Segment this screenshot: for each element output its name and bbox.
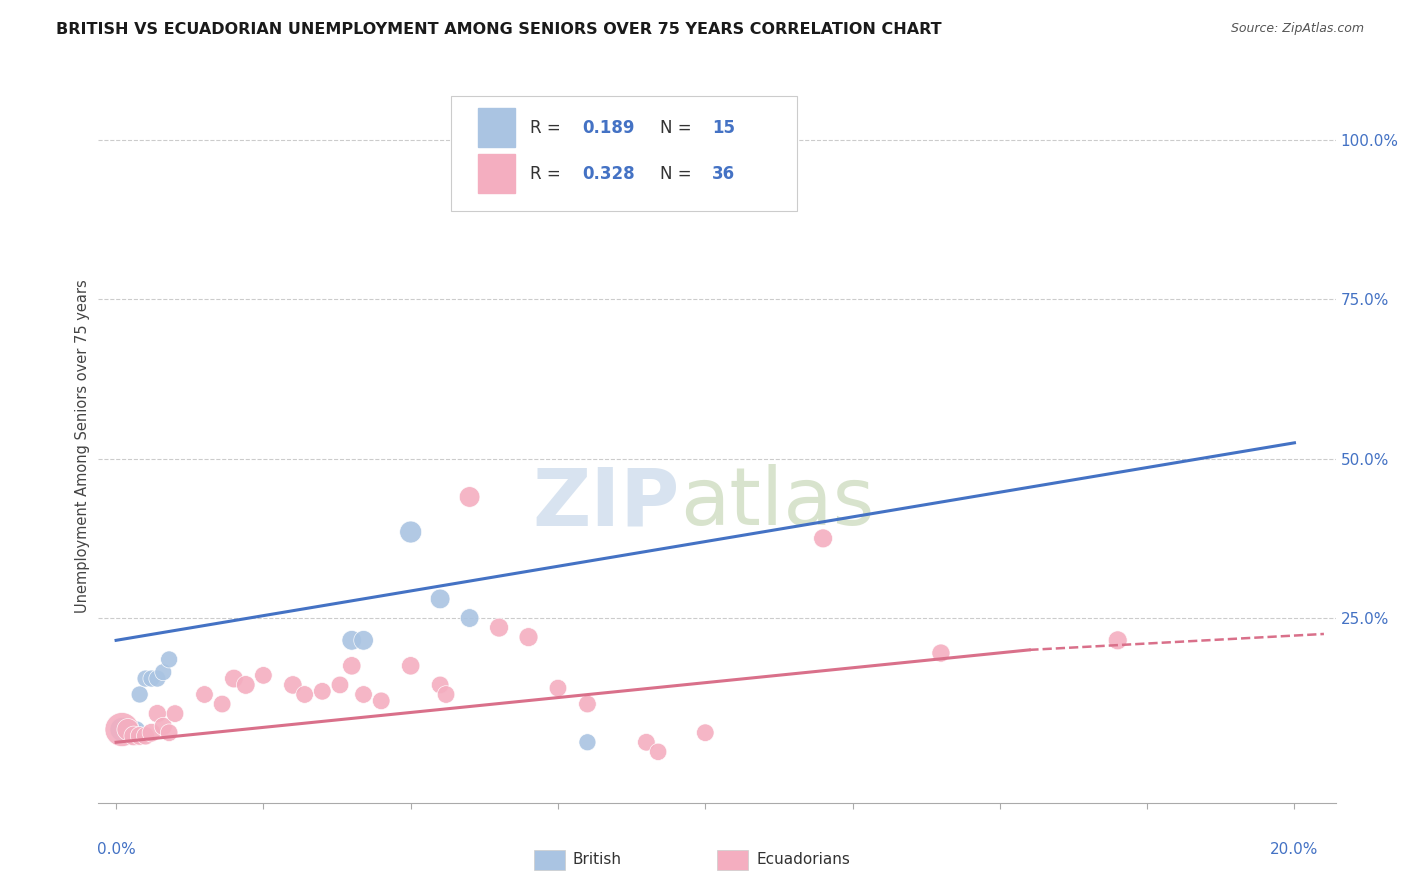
Text: atlas: atlas: [681, 464, 875, 542]
Text: 0.0%: 0.0%: [97, 842, 135, 857]
Point: [193, 688, 215, 702]
Point: [157, 652, 180, 666]
Point: [222, 672, 245, 686]
Point: [252, 668, 274, 682]
Text: ZIP: ZIP: [533, 464, 681, 542]
Point: [547, 681, 569, 695]
Point: [695, 725, 717, 739]
Point: [636, 735, 658, 749]
Point: [429, 591, 451, 606]
FancyBboxPatch shape: [478, 108, 516, 147]
Point: [811, 532, 834, 546]
Point: [111, 723, 134, 737]
Point: [141, 672, 163, 686]
Point: [117, 723, 139, 737]
Point: [488, 621, 510, 635]
Point: [122, 723, 145, 737]
Point: [399, 524, 422, 539]
Point: [458, 611, 481, 625]
Point: [128, 729, 150, 743]
Point: [429, 678, 451, 692]
Point: [294, 688, 316, 702]
Point: [152, 719, 174, 733]
Point: [370, 694, 392, 708]
Text: 15: 15: [711, 119, 735, 136]
Text: Ecuadorians: Ecuadorians: [756, 853, 851, 867]
Point: [135, 729, 157, 743]
Point: [125, 723, 148, 737]
Point: [163, 706, 186, 721]
Point: [122, 729, 145, 743]
Point: [146, 706, 169, 721]
Text: Source: ZipAtlas.com: Source: ZipAtlas.com: [1230, 22, 1364, 36]
Point: [211, 697, 233, 711]
Text: British: British: [572, 853, 621, 867]
Point: [458, 490, 481, 504]
Text: 36: 36: [711, 165, 735, 183]
Text: N =: N =: [661, 165, 697, 183]
Point: [517, 630, 540, 644]
FancyBboxPatch shape: [478, 154, 516, 194]
Point: [399, 658, 422, 673]
Point: [111, 723, 134, 737]
Point: [434, 688, 457, 702]
Point: [281, 678, 304, 692]
Point: [1107, 633, 1129, 648]
Point: [340, 633, 363, 648]
Point: [311, 684, 333, 698]
Text: BRITISH VS ECUADORIAN UNEMPLOYMENT AMONG SENIORS OVER 75 YEARS CORRELATION CHART: BRITISH VS ECUADORIAN UNEMPLOYMENT AMONG…: [56, 22, 942, 37]
Point: [647, 168, 669, 182]
Point: [576, 697, 599, 711]
Point: [235, 678, 257, 692]
Text: 0.328: 0.328: [582, 165, 636, 183]
Point: [636, 168, 658, 182]
Y-axis label: Unemployment Among Seniors over 75 years: Unemployment Among Seniors over 75 years: [75, 279, 90, 613]
Point: [329, 678, 352, 692]
Point: [353, 633, 375, 648]
Text: N =: N =: [661, 119, 697, 136]
Text: 20.0%: 20.0%: [1270, 842, 1319, 857]
Point: [152, 665, 174, 680]
Point: [135, 672, 157, 686]
Point: [340, 658, 363, 673]
Point: [141, 725, 163, 739]
Point: [353, 688, 375, 702]
Text: R =: R =: [530, 165, 567, 183]
FancyBboxPatch shape: [451, 96, 797, 211]
Point: [146, 672, 169, 686]
Point: [157, 725, 180, 739]
Point: [576, 735, 599, 749]
Text: R =: R =: [530, 119, 567, 136]
Point: [117, 723, 139, 737]
Point: [929, 646, 952, 660]
Point: [128, 688, 150, 702]
Point: [647, 745, 669, 759]
Text: 0.189: 0.189: [582, 119, 634, 136]
